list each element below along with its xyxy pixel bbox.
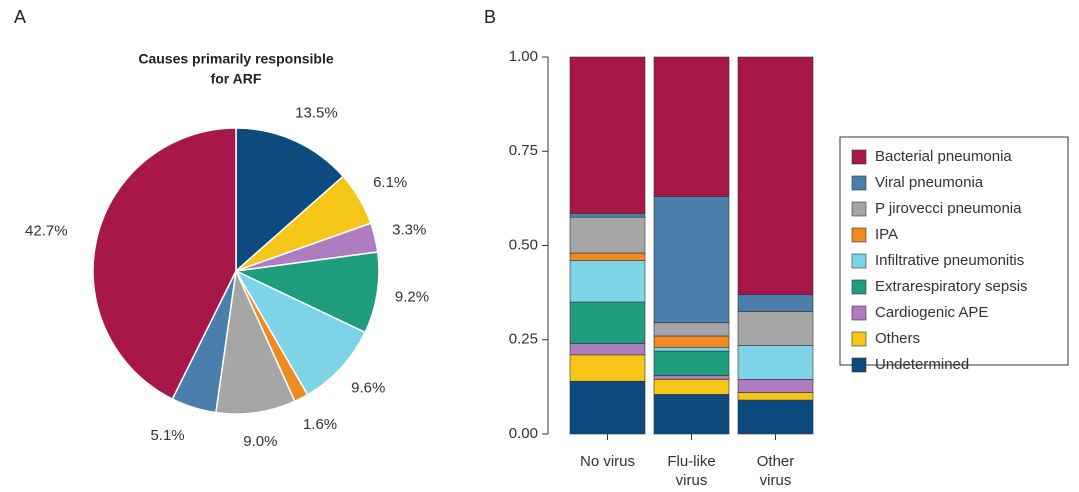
legend-swatch [851, 331, 867, 347]
legend-label: P jirovecci pneumonia [875, 200, 1022, 217]
bar-segment [737, 399, 814, 435]
legend-swatch [851, 357, 867, 373]
data-label: 6.1% [373, 174, 407, 191]
legend-label: Extrarespiratory sepsis [875, 278, 1028, 295]
legend-swatch [851, 305, 867, 321]
bar-segment [653, 346, 730, 352]
legend-swatch [851, 279, 867, 295]
pie-slice [215, 268, 296, 415]
legend-swatch [851, 175, 867, 191]
bar-segment [737, 311, 814, 346]
legend-box [839, 136, 1069, 366]
legend-label: Viral pneumonia [875, 174, 984, 191]
y-tick-label: 0.00 [509, 425, 538, 442]
legend-swatch [851, 201, 867, 217]
data-label: 3.3% [392, 221, 426, 238]
y-tick-label: 0.25 [509, 331, 538, 348]
bar-segment [653, 56, 730, 197]
x-tick-label: No virus [580, 453, 635, 470]
legend-swatch [851, 253, 867, 269]
data-label: 1.6% [303, 416, 337, 433]
bar-segment [569, 56, 646, 214]
bar-segment [569, 213, 646, 218]
legend-label: Bacterial pneumonia [875, 148, 1012, 165]
pie-slice [234, 269, 367, 396]
chart-title: Causes primarily responsible [138, 51, 334, 67]
legend-label: Others [875, 330, 920, 347]
x-tick-label: virus [760, 472, 792, 489]
pie-slice [235, 127, 345, 273]
bar-segment [569, 343, 646, 356]
bar-segment [653, 350, 730, 376]
bar-segment [737, 294, 814, 312]
bar-segment [653, 322, 730, 337]
x-tick-label: Flu-like [667, 453, 715, 470]
data-label: 42.7% [25, 222, 68, 239]
bar-segment [569, 301, 646, 344]
legend-label: Undetermined [875, 356, 969, 373]
bar-segment [737, 379, 814, 393]
bar-segment [569, 354, 646, 382]
legend-swatch [851, 149, 867, 165]
bar-segment [737, 392, 814, 401]
bar-segment [569, 380, 646, 435]
data-label: 9.2% [395, 289, 429, 306]
bar-segment [653, 375, 730, 380]
panel-label: B [484, 7, 496, 27]
data-label: 13.5% [295, 104, 338, 121]
y-tick-label: 0.50 [509, 236, 538, 253]
legend-swatch [851, 227, 867, 243]
x-tick-label: virus [676, 472, 708, 489]
bar-segment [569, 252, 646, 261]
y-tick-label: 1.00 [509, 48, 538, 65]
legend-label: IPA [875, 226, 898, 243]
bar-segment [653, 335, 730, 348]
bar-segment [653, 379, 730, 395]
bar-segment [653, 394, 730, 435]
legend-label: Cardiogenic APE [875, 304, 988, 321]
bar-segment [569, 216, 646, 254]
pie-slice [233, 251, 380, 334]
y-tick-label: 0.75 [509, 142, 538, 159]
data-label: 9.6% [351, 379, 385, 396]
chart-title: for ARF [211, 71, 262, 87]
bar-segment [653, 196, 730, 324]
data-label: 5.1% [150, 427, 184, 444]
bar-segment [569, 260, 646, 303]
panel-label: A [14, 7, 26, 27]
x-tick-label: Other [757, 453, 795, 470]
legend-label: Infiltrative pneumonitis [875, 252, 1024, 269]
pie-slice [92, 127, 237, 401]
bar-segment [737, 345, 814, 380]
bar-segment [737, 56, 814, 295]
data-label: 9.0% [243, 433, 277, 450]
